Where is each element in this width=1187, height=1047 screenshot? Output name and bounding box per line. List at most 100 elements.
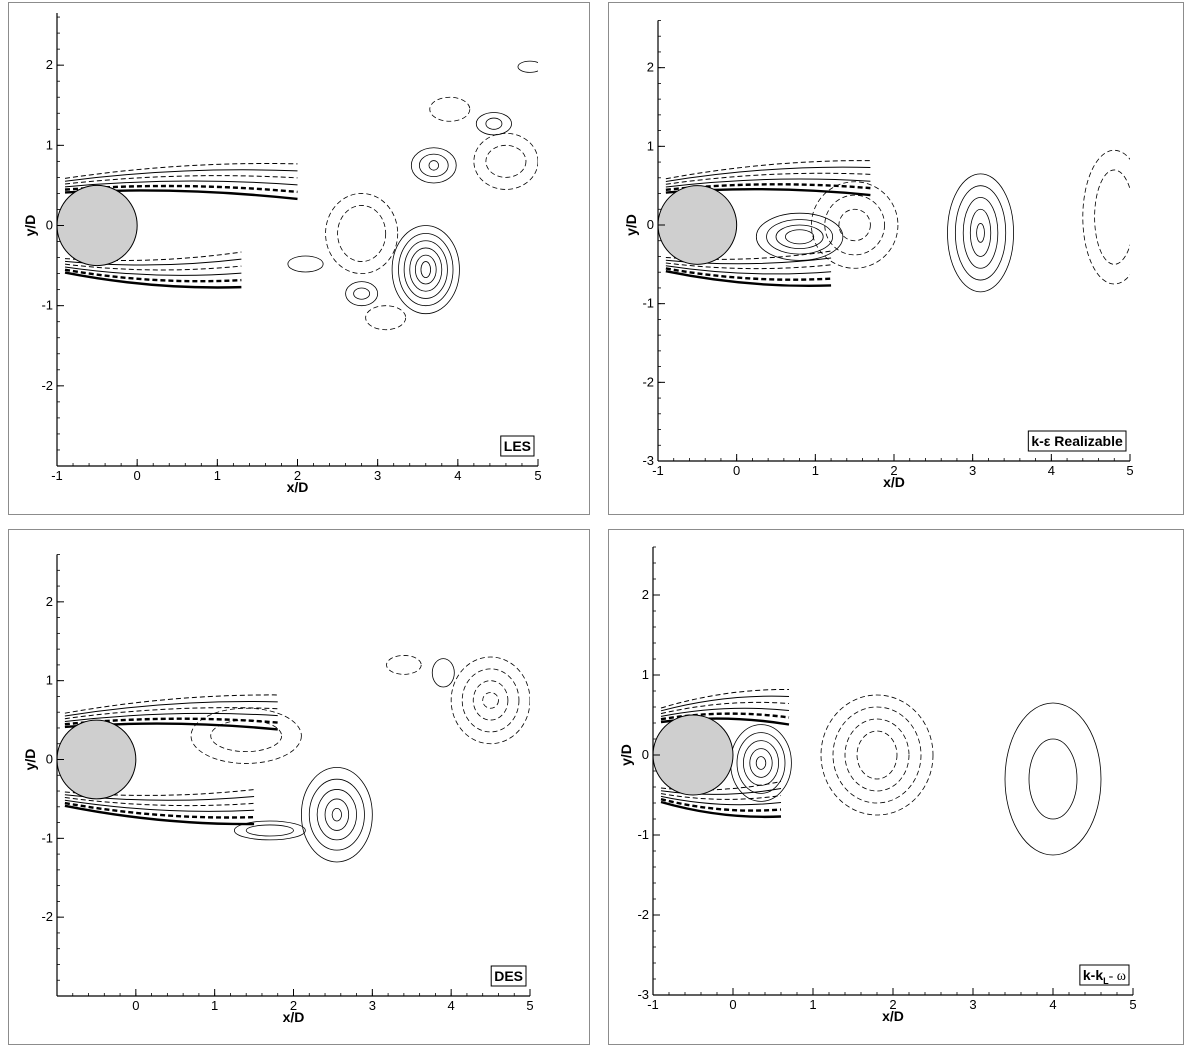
dashed-contour bbox=[450, 656, 530, 745]
x-axis-label: x/D bbox=[882, 1008, 904, 1024]
y-tick-label: -1 bbox=[41, 298, 53, 313]
x-tick-label: 2 bbox=[294, 468, 301, 483]
dashed-contour bbox=[365, 305, 407, 331]
y-tick-label: -3 bbox=[637, 987, 649, 1002]
shear-line bbox=[64, 169, 298, 182]
model-label-subscript: L bbox=[1103, 976, 1109, 986]
solid-contour bbox=[324, 798, 350, 831]
model-label-box bbox=[490, 965, 527, 987]
dashed-contour bbox=[473, 132, 538, 190]
model-label-tail: - ω bbox=[1109, 969, 1126, 984]
shear-line bbox=[665, 166, 871, 183]
dashed-contour bbox=[856, 730, 898, 780]
dashed-contour bbox=[811, 181, 899, 269]
solid-contour bbox=[1028, 738, 1078, 820]
y-tick-label: -1 bbox=[41, 830, 53, 845]
solid-contour bbox=[954, 185, 1007, 281]
model-label-text: k-ε Realizable bbox=[1031, 433, 1123, 449]
solid-contour bbox=[316, 789, 357, 841]
x-tick-label: 5 bbox=[1126, 463, 1133, 478]
y-tick-label: 0 bbox=[647, 217, 654, 232]
shear-line bbox=[665, 267, 832, 281]
shear-line bbox=[64, 266, 242, 276]
shear-line bbox=[660, 798, 782, 812]
lower-shear-layer bbox=[660, 781, 782, 819]
x-tick-label: -1 bbox=[51, 468, 63, 483]
x-tick-label: 1 bbox=[214, 468, 221, 483]
model-label: k-kL- ω bbox=[1079, 964, 1130, 986]
solid-contour bbox=[969, 208, 992, 257]
y-tick-label: -2 bbox=[642, 374, 654, 389]
x-tick-label: 2 bbox=[290, 998, 297, 1013]
solid-contour bbox=[485, 117, 503, 130]
shear-line bbox=[64, 712, 278, 722]
model-label-box bbox=[1079, 964, 1130, 986]
x-tick-label: 3 bbox=[969, 463, 976, 478]
dashed-contour bbox=[325, 193, 399, 274]
solid-contour bbox=[300, 766, 373, 863]
y-tick-label: 1 bbox=[46, 137, 53, 152]
y-tick-label: 2 bbox=[647, 60, 654, 75]
shear-line bbox=[64, 268, 242, 283]
shear-line bbox=[64, 271, 242, 289]
solid-contour bbox=[736, 732, 786, 794]
shear-line bbox=[660, 793, 782, 800]
y-axis-label: y/D bbox=[623, 214, 639, 236]
solid-contour bbox=[755, 212, 844, 261]
y-tick-label: 0 bbox=[642, 747, 649, 762]
dashed-contour bbox=[337, 205, 387, 262]
model-label-box bbox=[500, 435, 535, 457]
y-axis-label: y/D bbox=[22, 749, 38, 771]
shear-line bbox=[665, 172, 871, 185]
upper-shear-layer bbox=[665, 160, 871, 197]
cylinder bbox=[57, 184, 138, 267]
shear-line bbox=[64, 700, 278, 717]
x-tick-label: 5 bbox=[534, 468, 541, 483]
shear-line bbox=[64, 804, 255, 826]
plot-area bbox=[57, 60, 538, 331]
x-tick-label: 5 bbox=[1129, 997, 1136, 1012]
y-axis-label: y/D bbox=[22, 215, 38, 237]
solid-contour bbox=[742, 740, 779, 786]
y-tick-label: 1 bbox=[642, 667, 649, 682]
shear-line bbox=[64, 263, 242, 271]
y-tick-label: 0 bbox=[46, 218, 53, 233]
solid-contour bbox=[730, 724, 792, 802]
dashed-contour bbox=[485, 144, 527, 178]
y-tick-label: 0 bbox=[46, 752, 53, 767]
solid-contour bbox=[403, 240, 448, 299]
shear-line bbox=[665, 160, 871, 180]
x-axis-label: x/D bbox=[283, 1009, 305, 1025]
y-tick-label: -2 bbox=[637, 907, 649, 922]
x-axis-label: x/D bbox=[287, 479, 309, 495]
solid-contour bbox=[233, 820, 306, 841]
solid-contour bbox=[962, 197, 999, 269]
x-tick-label: 3 bbox=[969, 997, 976, 1012]
y-tick-label: 2 bbox=[642, 587, 649, 602]
shear-line bbox=[64, 175, 298, 185]
y-tick-label: 1 bbox=[647, 138, 654, 153]
x-tick-label: 0 bbox=[729, 997, 736, 1012]
shear-line bbox=[660, 688, 790, 709]
cylinder bbox=[57, 719, 137, 800]
solid-contour bbox=[391, 225, 460, 315]
dashed-contour bbox=[472, 680, 509, 721]
shear-line bbox=[64, 707, 278, 720]
y-tick-label: -3 bbox=[642, 453, 654, 468]
solid-contour bbox=[755, 756, 767, 770]
x-tick-label: -1 bbox=[647, 997, 659, 1012]
x-tick-label: 3 bbox=[374, 468, 381, 483]
y-tick-label: -2 bbox=[41, 909, 53, 924]
solid-contour bbox=[766, 219, 834, 255]
solid-contour bbox=[428, 160, 439, 171]
cylinder bbox=[653, 714, 734, 796]
solid-contour bbox=[775, 224, 824, 250]
model-label: LES bbox=[500, 435, 535, 457]
x-tick-label: 2 bbox=[889, 997, 896, 1012]
x-tick-label: 4 bbox=[448, 998, 455, 1013]
shear-line bbox=[660, 788, 782, 795]
y-tick-label: 1 bbox=[46, 673, 53, 688]
solid-contour bbox=[976, 223, 985, 243]
